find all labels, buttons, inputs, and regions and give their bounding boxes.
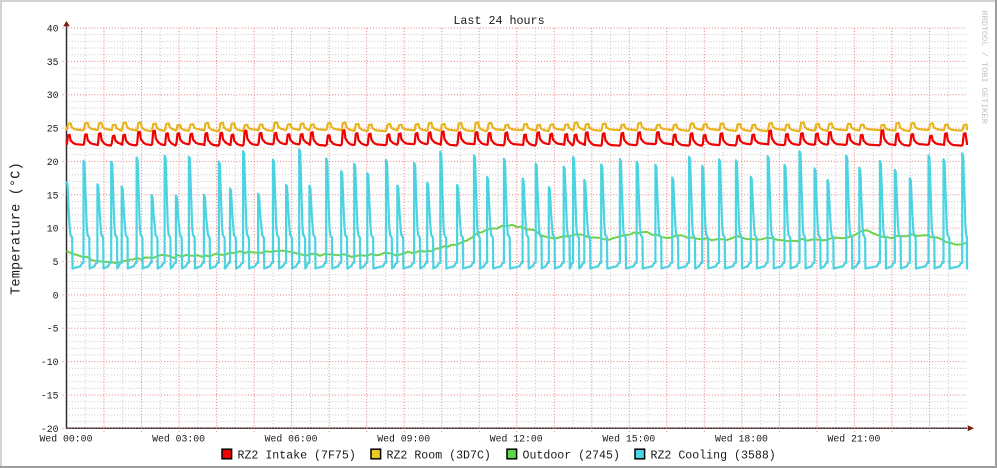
svg-text:Wed 03:00: Wed 03:00 (152, 433, 205, 444)
svg-text:Temperature (°C): Temperature (°C) (10, 162, 25, 295)
svg-text:RZ2 Room (3D7C): RZ2 Room (3D7C) (387, 449, 491, 462)
svg-text:-15: -15 (41, 390, 59, 401)
svg-text:30: 30 (47, 90, 59, 101)
svg-text:Outdoor (2745): Outdoor (2745) (523, 449, 620, 462)
svg-text:-20: -20 (41, 424, 59, 435)
svg-text:RZ2 Cooling (3588): RZ2 Cooling (3588) (651, 449, 776, 462)
svg-text:5: 5 (53, 257, 59, 268)
svg-text:40: 40 (47, 24, 59, 35)
svg-text:Wed 15:00: Wed 15:00 (602, 433, 655, 444)
svg-text:RRDTOOL / TOBI OETIKER: RRDTOOL / TOBI OETIKER (979, 10, 989, 123)
svg-text:Wed 00:00: Wed 00:00 (40, 433, 93, 444)
svg-text:35: 35 (47, 57, 59, 68)
svg-text:Wed 18:00: Wed 18:00 (715, 433, 768, 444)
svg-text:Wed 21:00: Wed 21:00 (827, 433, 880, 444)
svg-text:25: 25 (47, 124, 59, 135)
svg-text:-5: -5 (47, 324, 59, 335)
svg-text:10: 10 (47, 224, 59, 235)
svg-text:15: 15 (47, 190, 59, 201)
svg-text:0: 0 (53, 290, 59, 301)
svg-text:Last 24 hours: Last 24 hours (453, 14, 544, 28)
svg-text:20: 20 (47, 157, 59, 168)
svg-text:Wed 06:00: Wed 06:00 (265, 433, 318, 444)
svg-text:RZ2 Intake (7F75): RZ2 Intake (7F75) (238, 449, 356, 462)
svg-text:-10: -10 (41, 357, 59, 368)
svg-text:Wed 12:00: Wed 12:00 (490, 433, 543, 444)
svg-text:Wed 09:00: Wed 09:00 (377, 433, 430, 444)
